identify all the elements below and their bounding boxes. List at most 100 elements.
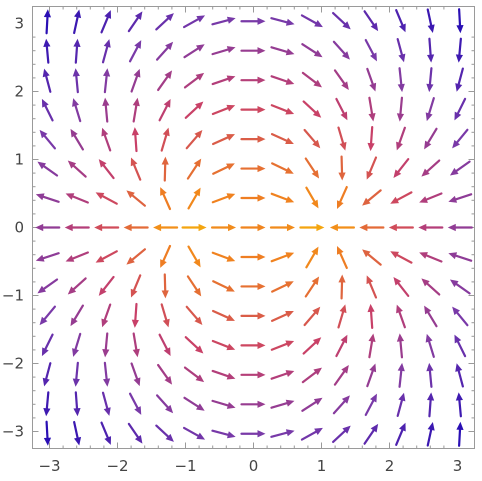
y-tick-label: −3 [2, 423, 24, 441]
field-arrow [395, 9, 406, 33]
field-arrow [37, 161, 59, 177]
field-arrow [305, 246, 319, 269]
field-arrow [158, 333, 171, 357]
field-arrow [329, 223, 355, 232]
field-arrow [396, 392, 406, 417]
field-arrow [332, 395, 350, 415]
field-arrow [337, 304, 347, 329]
field-arrow [130, 68, 141, 93]
field-arrow [73, 391, 81, 417]
field-arrow [211, 429, 236, 439]
field-arrow [240, 341, 266, 349]
field-arrow [103, 361, 111, 387]
field-arrow [211, 46, 236, 56]
field-arrow [101, 39, 111, 64]
field-arrow [211, 309, 235, 321]
field-arrow [393, 158, 410, 179]
field-arrow [240, 253, 266, 261]
field-arrow [182, 426, 206, 440]
field-arrow [100, 10, 112, 34]
field-arrow [37, 278, 59, 294]
field-arrow [338, 155, 346, 181]
field-arrow [421, 159, 441, 177]
field-arrow [366, 156, 378, 180]
field-arrow [65, 251, 89, 262]
field-arrow [186, 275, 202, 297]
field-arrow [240, 76, 266, 84]
field-arrow [359, 223, 385, 232]
field-arrow [270, 104, 295, 115]
field-arrow [452, 128, 469, 149]
field-arrow [366, 363, 377, 388]
field-arrow [126, 248, 146, 265]
field-arrow [301, 397, 323, 412]
field-arrow [240, 371, 266, 379]
field-arrow [100, 421, 112, 445]
field-arrow [160, 127, 170, 152]
x-tick-label: 0 [249, 457, 259, 475]
field-arrow [425, 97, 435, 122]
field-arrow [41, 98, 54, 122]
field-arrow [35, 223, 61, 232]
field-arrow [211, 369, 236, 380]
field-arrow [396, 333, 405, 359]
field-arrow [73, 9, 82, 35]
y-tick-label: 2 [14, 83, 24, 101]
field-arrow [42, 362, 52, 387]
field-arrow [72, 68, 80, 94]
field-arrow [240, 164, 266, 173]
field-arrow [184, 101, 204, 119]
field-arrow [211, 134, 235, 146]
field-arrow [367, 126, 375, 152]
field-arrow [95, 192, 118, 205]
field-arrow [240, 282, 266, 291]
y-tick-label: 0 [14, 219, 24, 237]
vector-arrows [35, 8, 473, 447]
x-axis-tick-labels: −3 −2 −1 0 1 2 3 [38, 457, 462, 475]
field-arrow [425, 333, 435, 358]
field-arrow [126, 190, 146, 207]
field-arrow [449, 279, 471, 295]
field-arrow [123, 223, 149, 232]
field-arrow [130, 157, 142, 181]
field-arrow [333, 365, 349, 386]
field-arrow [271, 281, 294, 293]
field-arrow [448, 193, 473, 203]
field-arrow [426, 422, 435, 447]
y-tick-label: −2 [2, 355, 24, 373]
field-arrow [427, 392, 435, 418]
field-arrow [39, 305, 56, 326]
field-arrow [160, 244, 172, 268]
field-arrow [299, 223, 325, 232]
field-arrow [240, 135, 266, 143]
field-arrow [187, 245, 201, 268]
field-arrow [270, 252, 295, 263]
field-arrow [397, 67, 405, 93]
field-arrow [364, 38, 377, 62]
field-arrow [390, 191, 413, 204]
y-tick-label: 3 [14, 15, 24, 33]
x-tick-label: −3 [38, 457, 60, 475]
field-arrow [368, 333, 376, 359]
field-arrow [72, 332, 82, 357]
field-arrow [185, 305, 203, 325]
field-arrow [336, 246, 348, 270]
field-arrow [418, 223, 444, 232]
field-arrow [424, 127, 438, 150]
field-arrow [304, 157, 320, 179]
field-arrow [127, 11, 143, 33]
field-arrow [240, 17, 266, 25]
field-arrow [419, 192, 443, 203]
x-tick-label: 2 [385, 457, 395, 475]
field-arrow [304, 276, 320, 298]
field-arrow [335, 334, 348, 358]
field-arrow [157, 363, 173, 385]
field-arrow [72, 361, 80, 387]
field-arrow [454, 97, 467, 121]
x-tick-label: 1 [317, 457, 327, 475]
field-arrow [131, 302, 139, 328]
field-arrow [182, 15, 206, 29]
field-arrow [103, 68, 111, 94]
field-arrow [419, 252, 443, 263]
field-arrow [452, 306, 469, 327]
